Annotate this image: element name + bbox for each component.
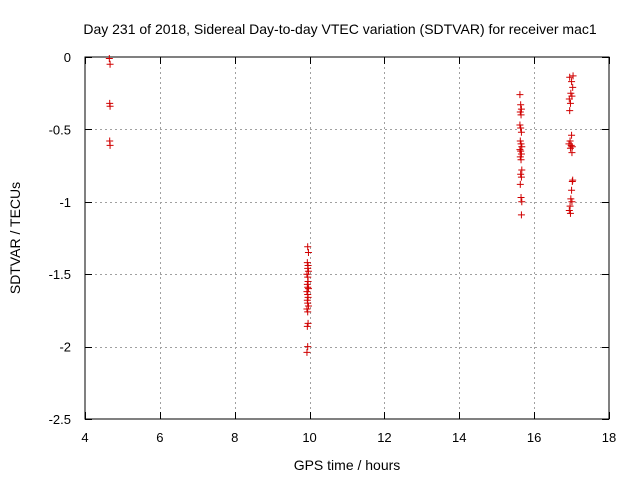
data-point: [304, 308, 312, 316]
data-point: [569, 72, 577, 80]
x-tick-label: 16: [527, 430, 541, 445]
data-point: [303, 322, 311, 330]
data-point: [568, 186, 576, 194]
data-point: [516, 180, 524, 188]
data-point: [304, 243, 312, 251]
data-point: [304, 299, 312, 307]
data-point: [568, 178, 576, 186]
data-point: [517, 128, 525, 136]
x-tick-label: 4: [81, 430, 88, 445]
data-point: [516, 146, 524, 154]
data-point: [516, 121, 524, 129]
x-axis-label: GPS time / hours: [294, 457, 401, 473]
data-point: [517, 140, 525, 148]
data-point: [304, 248, 312, 256]
x-tick-label: 14: [452, 430, 466, 445]
x-tick-label: 6: [156, 430, 163, 445]
x-tick-label: 10: [302, 430, 316, 445]
data-point: [304, 283, 312, 291]
data-point: [517, 111, 525, 119]
x-tick-label: 8: [231, 430, 238, 445]
data-point: [567, 141, 575, 149]
data-point: [304, 302, 312, 310]
data-point: [517, 173, 525, 181]
data-point: [304, 285, 312, 293]
data-point: [567, 89, 575, 97]
data-point: [303, 305, 311, 313]
data-point: [517, 193, 525, 201]
data-point: [566, 202, 574, 210]
data-point: [566, 99, 574, 107]
data-point: [105, 54, 113, 62]
data-point: [516, 153, 524, 161]
data-point: [566, 73, 574, 81]
y-tick-label: -1.5: [49, 267, 71, 282]
data-point: [517, 101, 525, 109]
data-point: [516, 137, 524, 145]
data-point: [303, 270, 311, 278]
data-point: [303, 348, 311, 356]
x-tick-label: 12: [377, 430, 391, 445]
data-point: [566, 144, 574, 152]
data-point: [569, 83, 577, 91]
data-point: [517, 156, 525, 164]
data-point: [303, 288, 311, 296]
data-point: [567, 195, 575, 203]
data-point: [516, 91, 524, 99]
data-point: [517, 170, 525, 178]
data-point: [304, 319, 312, 327]
data-point: [518, 166, 526, 174]
y-tick-label: 0: [64, 50, 71, 65]
data-point: [566, 137, 574, 145]
grid-layer: [85, 57, 609, 419]
data-point: [568, 131, 576, 139]
data-point: [106, 141, 114, 149]
data-point: [106, 102, 114, 110]
y-tick-label: -2: [59, 340, 71, 355]
data-point: [304, 343, 312, 351]
data-point: [566, 209, 574, 217]
data-point: [565, 206, 573, 214]
data-point: [517, 124, 525, 132]
y-tick-label: -0.5: [49, 122, 71, 137]
plot-frame: [84, 56, 610, 420]
data-point: [566, 107, 574, 115]
data-point: [568, 149, 576, 157]
data-point: [304, 264, 312, 272]
data-point: [568, 198, 576, 206]
x-tick-label: 18: [602, 430, 616, 445]
data-point: [518, 198, 526, 206]
data-point: [304, 267, 312, 275]
ticks-layer: 4 6 8 10 12 14 16 18 0 -0.5 -1 -1.5 -2 -2.5: [49, 50, 617, 445]
data-point: [516, 108, 524, 116]
y-tick-label: -2.5: [49, 412, 71, 427]
data-point: [517, 211, 525, 219]
data-point: [568, 78, 576, 86]
data-point: [565, 95, 573, 103]
y-axis-label: SDTVAR / TECUs: [7, 182, 23, 294]
chart-title: Day 231 of 2018, Sidereal Day-to-day VTE…: [83, 21, 596, 37]
data-point: [106, 60, 114, 68]
y-tick-label: -1: [59, 195, 71, 210]
data-points-layer: [105, 54, 577, 356]
